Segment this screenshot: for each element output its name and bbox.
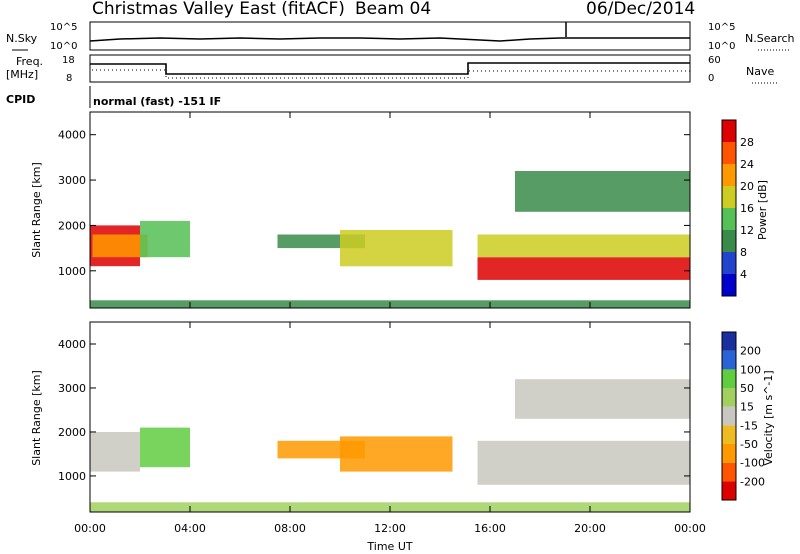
power-region-1: [92, 234, 148, 258]
noise-search-label: N.Search: [745, 32, 795, 45]
power-region-2: [140, 220, 190, 258]
noise-sky-line: [89, 37, 690, 42]
noise-right-tick-bottom: 10^0: [708, 41, 735, 52]
velocity-colorbar-frame: [721, 331, 737, 501]
power-colorbar-tick-2: 12: [740, 224, 754, 237]
velocity-y-ticks: 1000 2000 3000 4000: [58, 338, 690, 483]
power-ytick-label-3: 4000: [58, 129, 86, 142]
velocity-colorbar-tick-2: 50: [740, 382, 754, 395]
x-tick-label-0: 00:00: [74, 522, 106, 535]
nave-label: Nave: [746, 65, 774, 78]
freq-label-2: [MHz]: [6, 68, 38, 81]
power-ytick-label-0: 1000: [58, 265, 86, 278]
power-colorbar-segment-7: [722, 120, 736, 142]
freq-line: [90, 62, 690, 75]
date-label: 06/Dec/2014: [586, 0, 695, 19]
freq-left-tick-bottom: 8: [66, 73, 72, 84]
velocity-colorbar-segment-1: [722, 462, 736, 482]
velocity-heatmap-cells: [90, 379, 690, 512]
velocity-colorbar-tick-3: 15: [740, 401, 754, 414]
freq-panel-frame: [89, 54, 691, 83]
velocity-region-5: [515, 379, 690, 419]
velocity-ytick-label-3: 4000: [58, 338, 86, 351]
freq-label-1: Freq.: [16, 55, 43, 68]
freq-right-tick-bottom: 0: [708, 73, 714, 84]
velocity-ytick-label-0: 1000: [58, 470, 86, 483]
velocity-colorbar-tick-0: 200: [740, 345, 761, 358]
power-colorbar-segment-5: [722, 164, 736, 186]
velocity-colorbar-tick-1: 100: [740, 363, 761, 376]
power-colorbar: 4 8 12 16 20 24 28: [721, 119, 754, 297]
velocity-colorbar-tick-5: -50: [740, 438, 758, 451]
cpid-text: normal (fast) -151 IF: [93, 95, 221, 108]
velocity-colorbar-segment-7: [722, 350, 736, 370]
velocity-region-3: [340, 436, 453, 472]
nave-line: [92, 69, 690, 79]
x-tick-label-1: 04:00: [174, 522, 206, 535]
velocity-colorbar-tick-6: -100: [740, 457, 765, 470]
freq-left-tick-top: 18: [62, 55, 75, 66]
x-tick-label-4: 16:00: [474, 522, 506, 535]
velocity-y-label: Slant Range [km]: [30, 370, 43, 466]
freq-right-tick-top: 60: [708, 55, 721, 66]
x-tick-label-5: 20:00: [574, 522, 606, 535]
velocity-colorbar-segment-5: [722, 388, 736, 407]
velocity-region-4: [477, 440, 690, 485]
x-axis-ticks: 00:00 04:00 08:00 12:00 16:00 20:00 00:00: [74, 112, 706, 535]
noise-sky-label: N.Sky: [6, 32, 38, 45]
power-colorbar-segment-3: [722, 208, 736, 230]
power-region-5: [477, 257, 690, 280]
power-ytick-label-1: 2000: [58, 219, 86, 232]
velocity-colorbar-segment-6: [722, 369, 736, 388]
power-colorbar-tick-6: 28: [740, 136, 754, 149]
velocity-colorbar-segment-0: [722, 481, 736, 500]
velocity-region-1: [140, 427, 190, 468]
velocity-ytick-label-1: 2000: [58, 426, 86, 439]
noise-left-tick-bottom: 10^0: [50, 41, 77, 52]
x-tick-label-3: 12:00: [374, 522, 406, 535]
velocity-ytick-label-2: 3000: [58, 382, 86, 395]
power-colorbar-tick-5: 24: [740, 158, 754, 171]
beam-label: Beam 04: [355, 0, 431, 19]
power-region-6: [477, 234, 690, 258]
power-ytick-label-2: 3000: [58, 174, 86, 187]
x-tick-label-6: 00:00: [674, 522, 706, 535]
power-colorbar-segment-2: [722, 230, 736, 252]
power-colorbar-tick-4: 20: [740, 180, 754, 193]
velocity-colorbar: 200 100 50 15 -15 -50 -100 -200: [721, 331, 765, 501]
velocity-colorbar-segment-4: [722, 406, 736, 426]
velocity-region-0: [90, 432, 140, 472]
power-panel: 1000 2000 3000 4000 Slant Range [km] 4 8 12 16…: [30, 111, 769, 309]
power-colorbar-segment-1: [722, 252, 736, 274]
power-region-4: [340, 230, 453, 267]
power-colorbar-segment-4: [722, 186, 736, 208]
cpid-label: CPID: [6, 93, 35, 106]
noise-panel-frame: [89, 21, 691, 51]
velocity-colorbar-segment-8: [722, 332, 736, 351]
velocity-panel: 1000 2000 3000 4000 Slant Range [km] 200 100…: [30, 321, 775, 513]
plot-title: Christmas Valley East (fitACF): [92, 0, 345, 19]
velocity-colorbar-tick-4: -15: [740, 419, 758, 432]
velocity-colorbar-segment-2: [722, 444, 736, 463]
velocity-colorbar-segment-3: [722, 425, 736, 444]
power-colorbar-segment-6: [722, 142, 736, 164]
power-colorbar-label: Power [dB]: [756, 180, 769, 240]
power-colorbar-tick-3: 16: [740, 202, 754, 215]
noise-left-tick-top: 10^5: [50, 22, 77, 33]
power-y-label: Slant Range [km]: [30, 162, 43, 258]
velocity-colorbar-label: Velocity [m s^-1]: [762, 370, 775, 465]
power-colorbar-tick-1: 8: [740, 246, 747, 259]
x-axis-label: Time UT: [366, 540, 412, 553]
power-colorbar-segment-0: [722, 274, 736, 296]
power-colorbar-tick-0: 4: [740, 268, 747, 281]
noise-right-tick-top: 10^5: [708, 22, 735, 33]
velocity-colorbar-tick-7: -200: [740, 475, 765, 488]
power-heatmap-cells: [90, 171, 690, 308]
power-y-ticks: 1000 2000 3000 4000: [58, 129, 690, 278]
x-tick-label-2: 08:00: [274, 522, 306, 535]
power-colorbar-frame: [721, 119, 737, 297]
power-region-7: [515, 171, 690, 212]
